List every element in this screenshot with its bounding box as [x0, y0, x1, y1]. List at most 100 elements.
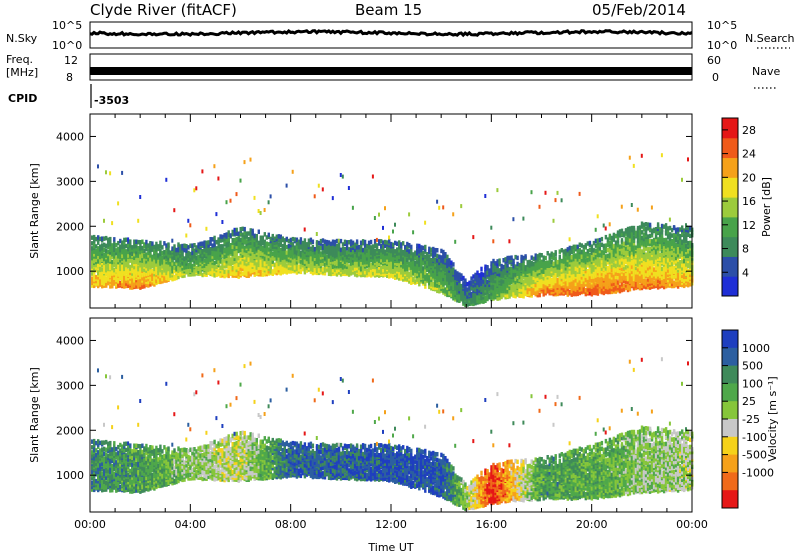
power-cell [371, 244, 375, 249]
power-cell [357, 271, 361, 276]
power-speckle [233, 227, 236, 232]
power-cell [153, 253, 156, 259]
power-cell [375, 246, 379, 252]
power-cell [600, 250, 604, 255]
power-cell [552, 274, 555, 280]
power-cell [333, 247, 337, 252]
power-cell [512, 258, 515, 264]
power-cell [131, 271, 134, 276]
power-cell [614, 262, 618, 267]
power-cell [522, 289, 525, 294]
power-cell [440, 271, 443, 277]
power-cell [478, 275, 481, 280]
power-cell [382, 253, 385, 258]
power-cell [113, 261, 116, 266]
power-cell [496, 282, 499, 287]
power-cell [604, 248, 608, 254]
power-cell [398, 276, 401, 281]
power-cell [217, 268, 220, 274]
power-cell [153, 282, 156, 287]
power-cell [544, 255, 547, 261]
power-cell [386, 254, 389, 259]
power-cell [215, 259, 218, 265]
power-cell [137, 271, 140, 276]
power-cell [363, 249, 367, 255]
power-cell [518, 284, 521, 289]
power-cell [524, 271, 527, 277]
power-cell [470, 299, 473, 304]
power-cell [636, 277, 640, 282]
power-cell [293, 249, 297, 255]
power-cell [572, 290, 575, 295]
power-cell [97, 246, 100, 251]
power-cell [552, 252, 555, 258]
power-cell [594, 238, 598, 244]
power-cell [598, 287, 602, 292]
power-cell [313, 256, 317, 261]
power-cell [522, 271, 525, 277]
power-cell [620, 253, 624, 259]
power-cell [504, 281, 507, 286]
power-cell [516, 261, 519, 267]
power-cell [478, 297, 481, 303]
power-cell [263, 266, 266, 271]
power-cell [544, 280, 547, 285]
power-cell [506, 258, 509, 263]
power-cell [590, 250, 594, 255]
power-cell [139, 268, 142, 273]
power-cell [580, 262, 583, 268]
power-cell [139, 270, 142, 276]
power-cell [516, 292, 519, 297]
power-speckle [394, 222, 396, 227]
power-cell [319, 245, 323, 251]
power-cell [97, 250, 100, 256]
power-cell [127, 268, 130, 274]
power-cell [548, 257, 551, 262]
power-cell [534, 286, 537, 292]
power-cell [211, 251, 214, 256]
power-cell [213, 235, 216, 241]
power-cell [111, 254, 114, 259]
power-cell [241, 266, 244, 272]
power-cell [361, 239, 365, 244]
power-cell [357, 260, 361, 265]
power-cell [211, 237, 214, 242]
power-cell [586, 282, 589, 287]
power-cell [341, 267, 345, 272]
power-cell [215, 246, 218, 251]
power-cell [452, 291, 455, 297]
power-cell [492, 294, 495, 300]
power-cell [434, 273, 437, 279]
power-cell [157, 268, 160, 273]
power-cell [526, 269, 529, 274]
power-cell [634, 253, 638, 259]
power-cell [402, 277, 405, 282]
power-cell [612, 258, 616, 263]
power-cell [93, 234, 96, 240]
power-cell [594, 281, 598, 286]
power-cell [151, 257, 154, 262]
power-cell [139, 243, 142, 248]
power-cell [606, 253, 610, 259]
power-cell [169, 264, 172, 270]
power-cell [343, 264, 347, 269]
power-cell [271, 233, 274, 239]
power-cell [145, 271, 148, 277]
power-cell [141, 267, 144, 272]
power-cell [496, 289, 499, 295]
power-cell [135, 268, 138, 274]
power-cell [107, 273, 110, 278]
power-cell [470, 291, 473, 297]
power-cell [644, 254, 648, 260]
power-cell [157, 244, 160, 249]
power-cell [602, 269, 606, 275]
power-cell [606, 237, 610, 242]
power-cell [225, 259, 228, 264]
power-cell [520, 266, 523, 271]
power-cell [526, 286, 529, 292]
power-cell [329, 241, 333, 247]
power-cell [574, 266, 577, 271]
power-cell [622, 283, 626, 288]
power-cell [187, 272, 190, 277]
power-cell [460, 283, 463, 289]
